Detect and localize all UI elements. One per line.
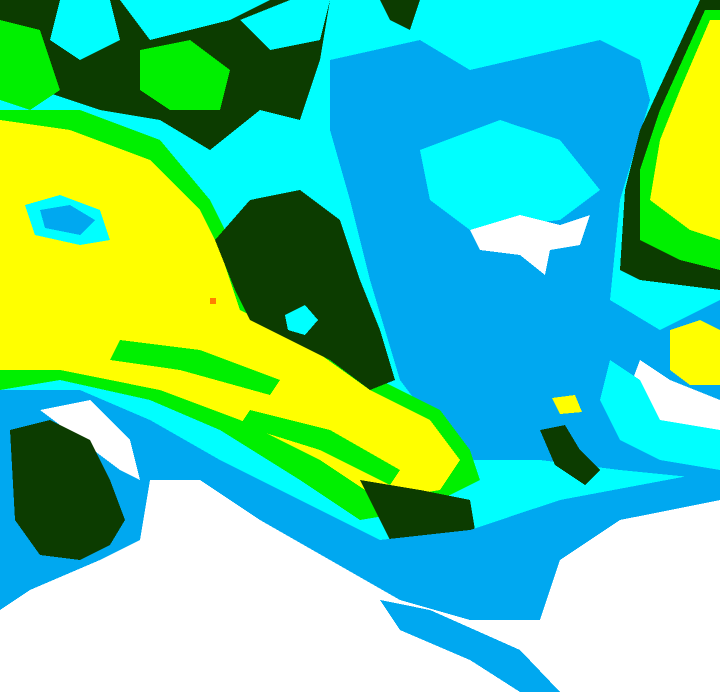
dark-green-top-right-corner — [380, 0, 420, 30]
green-top-center — [140, 40, 230, 110]
cyan-patch-in-blue — [420, 120, 600, 230]
cyan-top-right-of-left — [240, 0, 330, 50]
blue-streaks-bottom — [380, 600, 560, 692]
green-top-left — [0, 20, 60, 110]
yellow-main-region — [0, 120, 460, 500]
cyan-arc-right — [600, 360, 720, 470]
orange-speck — [210, 298, 216, 304]
green-streak-1 — [110, 340, 280, 395]
blue-hole-in-yellow — [40, 205, 95, 235]
yellow-right-blob — [670, 320, 720, 385]
yellow-small-blob — [552, 395, 582, 414]
dark-green-bottom-left-redraw — [10, 420, 125, 560]
white-patch-in-blue — [470, 215, 590, 275]
cyan-spot-in-dark — [285, 305, 318, 335]
cyan-top-patch — [50, 0, 120, 60]
green-streak-2 — [240, 410, 400, 485]
dark-green-central-mass — [215, 190, 395, 390]
white-region-bottom — [0, 480, 720, 692]
yellow-right-streak — [650, 20, 720, 240]
dark-green-small-blob — [540, 425, 600, 485]
